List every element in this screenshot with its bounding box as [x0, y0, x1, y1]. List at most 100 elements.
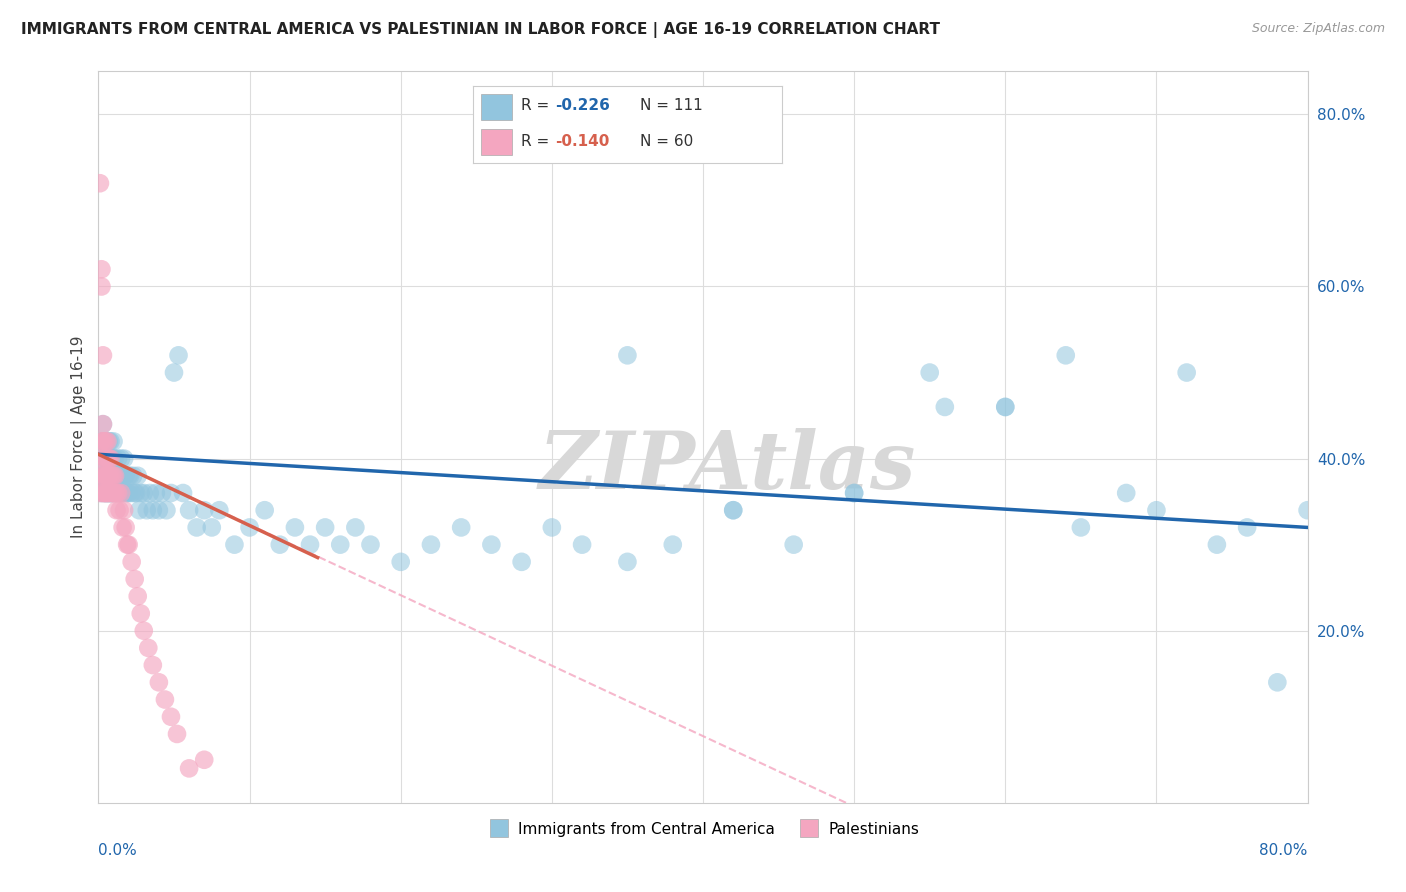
Point: [91, 451, 114, 466]
Point: [94, 468, 117, 483]
Point: [118, 486, 141, 500]
Point: [100, 468, 122, 483]
Point: [94, 486, 117, 500]
Point: [105, 486, 128, 500]
Point: [114, 520, 136, 534]
Point: [129, 486, 152, 500]
Point: [104, 468, 127, 483]
Legend: Immigrants from Central America, Palestinians: Immigrants from Central America, Palesti…: [481, 815, 925, 843]
Point: [1144, 503, 1167, 517]
Point: [269, 538, 291, 552]
Point: [224, 538, 246, 552]
Point: [96, 486, 118, 500]
Y-axis label: In Labor Force | Age 16-19: In Labor Force | Age 16-19: [72, 335, 87, 539]
Point: [124, 572, 146, 586]
Point: [481, 538, 503, 552]
Point: [127, 468, 149, 483]
Point: [93, 468, 115, 483]
Point: [540, 520, 562, 534]
Point: [193, 753, 215, 767]
Point: [93, 434, 115, 449]
Point: [110, 451, 132, 466]
Point: [142, 658, 165, 673]
Point: [96, 486, 118, 500]
Point: [166, 727, 188, 741]
Point: [107, 451, 129, 466]
Point: [142, 503, 165, 517]
Point: [844, 486, 866, 500]
Text: Source: ZipAtlas.com: Source: ZipAtlas.com: [1251, 22, 1385, 36]
Point: [148, 675, 170, 690]
Point: [160, 710, 183, 724]
Point: [89, 468, 111, 483]
Point: [124, 486, 146, 500]
Point: [96, 468, 118, 483]
Point: [100, 486, 122, 500]
Point: [208, 503, 231, 517]
Point: [139, 486, 162, 500]
Point: [94, 434, 117, 449]
Point: [129, 607, 152, 621]
Point: [93, 434, 115, 449]
Point: [89, 468, 111, 483]
Point: [389, 555, 412, 569]
Point: [128, 503, 150, 517]
Point: [94, 451, 117, 466]
Point: [253, 503, 276, 517]
Point: [111, 468, 134, 483]
Point: [90, 486, 112, 500]
Point: [112, 451, 135, 466]
Point: [108, 503, 131, 517]
Point: [115, 486, 138, 500]
Point: [91, 417, 114, 432]
Text: IMMIGRANTS FROM CENTRAL AMERICA VS PALESTINIAN IN LABOR FORCE | AGE 16-19 CORREL: IMMIGRANTS FROM CENTRAL AMERICA VS PALES…: [21, 22, 941, 38]
Point: [93, 486, 115, 500]
Point: [163, 366, 186, 380]
Point: [115, 538, 138, 552]
Point: [103, 468, 125, 483]
Point: [145, 486, 167, 500]
Point: [844, 486, 866, 500]
Point: [110, 486, 132, 500]
Point: [299, 538, 322, 552]
Point: [1206, 538, 1229, 552]
Point: [93, 468, 115, 483]
Point: [118, 538, 141, 552]
Point: [90, 434, 112, 449]
Point: [148, 503, 170, 517]
Point: [105, 486, 128, 500]
Point: [153, 692, 176, 706]
Point: [239, 520, 262, 534]
Point: [314, 520, 336, 534]
Point: [104, 451, 127, 466]
Point: [98, 451, 121, 466]
Point: [108, 486, 131, 500]
Point: [661, 538, 683, 552]
Point: [100, 434, 122, 449]
Point: [100, 451, 122, 466]
Point: [93, 451, 115, 466]
Point: [94, 486, 117, 500]
Point: [132, 486, 155, 500]
Point: [1070, 520, 1092, 534]
Point: [96, 434, 118, 449]
Text: ZIPAtlas: ZIPAtlas: [538, 427, 915, 505]
Point: [104, 468, 127, 483]
Point: [510, 555, 533, 569]
Point: [98, 468, 121, 483]
Point: [723, 503, 745, 517]
Point: [96, 451, 118, 466]
Point: [122, 468, 145, 483]
Point: [120, 468, 142, 483]
Point: [111, 486, 134, 500]
Point: [93, 486, 115, 500]
Point: [186, 520, 208, 534]
Point: [284, 520, 307, 534]
Point: [100, 468, 122, 483]
Point: [360, 538, 382, 552]
Point: [571, 538, 593, 552]
Point: [934, 400, 956, 414]
Point: [91, 434, 114, 449]
Point: [150, 486, 173, 500]
Point: [89, 486, 111, 500]
